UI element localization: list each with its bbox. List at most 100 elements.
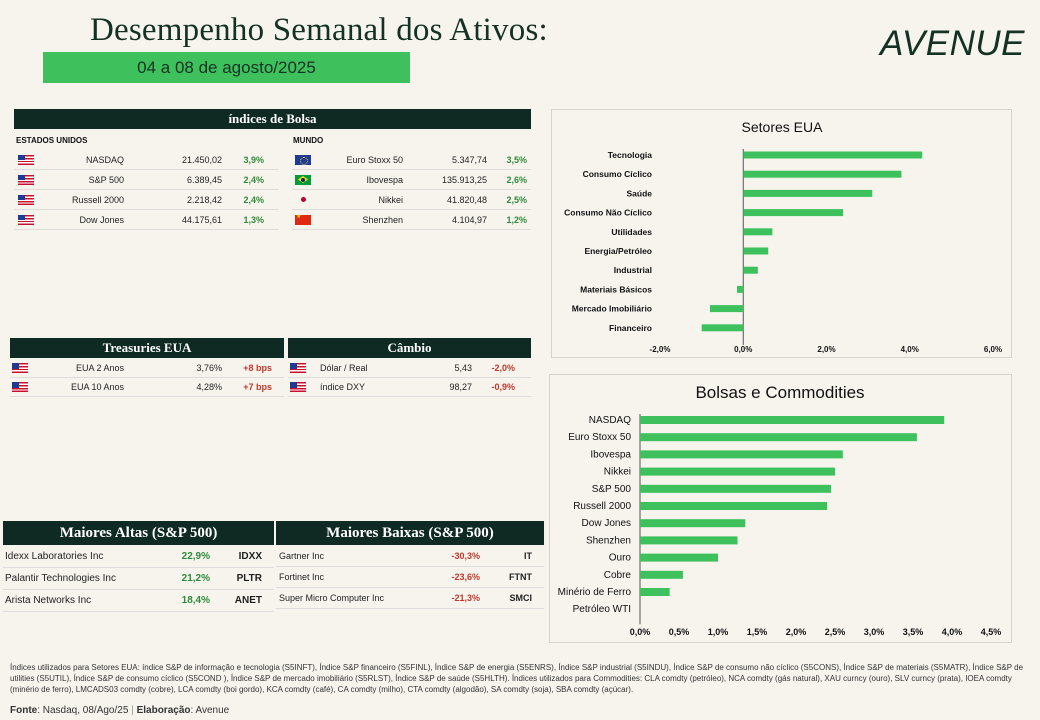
stock-ticker: SMCI	[509, 593, 533, 603]
index-name: Nikkei	[378, 194, 403, 205]
bar	[701, 324, 744, 332]
bar	[640, 502, 828, 510]
category-label: Consumo Não Cíclico	[564, 208, 652, 218]
fx-row: Dólar / Real 5,43 -2,0%	[288, 359, 531, 378]
fx-name: índice DXY	[320, 382, 366, 392]
fx-name: Dólar / Real	[320, 363, 368, 373]
stock-name: Fortinet Inc	[279, 572, 325, 582]
index-value: 4.104,97	[451, 214, 487, 225]
tick-label: 4,0%	[901, 345, 919, 354]
baixas-header: Maiores Baixas (S&P 500)	[276, 521, 544, 545]
top-loser-row: Fortinet Inc -23,6% FTNT	[276, 567, 544, 588]
bar	[743, 228, 773, 236]
index-row: Russell 2000 2.218,42 2,4%	[14, 190, 279, 210]
fx-value: 98,27	[449, 382, 472, 392]
markets-chart-panel: Bolsas e Commodities NASDAQ Euro Stoxx 50 I…	[549, 374, 1012, 643]
index-change: 1,2%	[506, 214, 527, 225]
bar	[640, 570, 683, 579]
tick-label: 1,0%	[708, 627, 729, 637]
category-label: NASDAQ	[589, 415, 631, 426]
tick-label: 2,0%	[786, 627, 807, 637]
tick-label: 1,5%	[747, 627, 768, 637]
bar	[743, 209, 844, 217]
treasury-yield: 3,76%	[196, 363, 222, 373]
fx-change: -0,9%	[491, 382, 515, 392]
stock-change: -30,3%	[451, 551, 480, 561]
bar	[737, 285, 744, 293]
category-label: Materiais Básicos	[580, 284, 652, 294]
index-row: S&P 500 6.389,45 2,4%	[14, 170, 279, 190]
footer-source: Fonte: Nasdaq, 08/Ago/25 | Elaboração: A…	[10, 705, 230, 716]
treasury-name: EUA 10 Anos	[70, 382, 124, 392]
category-label: Industrial	[614, 265, 652, 275]
index-name: Dow Jones	[79, 214, 124, 225]
index-row: Ibovespa 135.913,25 2,6%	[292, 170, 531, 190]
elaboration-label: Elaboração	[136, 705, 191, 716]
stock-ticker: ANET	[234, 595, 262, 606]
altas-header: Maiores Altas (S&P 500)	[3, 521, 274, 545]
index-value: 135.913,25	[441, 174, 487, 185]
category-label: Ouro	[609, 553, 632, 564]
stock-ticker: FTNT	[509, 572, 532, 582]
bar	[743, 189, 873, 197]
index-value: 6.389,45	[186, 174, 222, 185]
tick-label: 0,5%	[669, 627, 690, 637]
index-value: 5.347,74	[451, 154, 487, 165]
bar	[743, 266, 758, 274]
elaboration-value: : Avenue	[190, 705, 230, 716]
index-change: 3,9%	[243, 154, 264, 165]
cambio-header: Câmbio	[288, 338, 531, 358]
index-change: 2,6%	[506, 174, 527, 185]
top-loser-row: Gartner Inc -30,3% IT	[276, 546, 544, 567]
us-section-label: ESTADOS UNIDOS	[16, 136, 88, 145]
source-value: : Nasdaq, 08/Ago/25	[37, 705, 129, 716]
bar	[640, 450, 843, 459]
sectors-chart: Setores EUA Tecnologia Consumo Cíclico Saúd…	[564, 119, 1002, 354]
us-flag-icon	[290, 382, 306, 392]
tick-label: 2,5%	[825, 627, 846, 637]
stock-name: Palantir Technologies Inc	[5, 573, 116, 584]
stock-name: Idexx Laboratories Inc	[5, 551, 104, 562]
category-label: S&P 500	[592, 484, 632, 495]
index-name: Russell 2000	[71, 194, 124, 205]
bar	[640, 519, 746, 528]
bar	[743, 151, 923, 159]
br-flag-icon	[295, 174, 311, 185]
footer-note: Índices utilizados para Setores EUA: índ…	[10, 663, 1024, 694]
stock-ticker: IT	[524, 551, 532, 561]
chart-title: Bolsas e Commodities	[695, 383, 864, 402]
source-label: Fonte	[10, 705, 38, 716]
treasury-row: EUA 10 Anos 4,28% +7 bps	[10, 378, 284, 397]
bar	[640, 536, 738, 545]
tick-label: 4,0%	[942, 627, 963, 637]
category-label: Euro Stoxx 50	[568, 432, 631, 443]
treasury-change: +8 bps	[243, 363, 272, 373]
us-flag-icon	[290, 363, 306, 373]
category-label: Nikkei	[604, 467, 631, 478]
world-section-label: MUNDO	[293, 136, 324, 145]
bar	[640, 416, 945, 424]
tick-label: 2,0%	[817, 345, 835, 354]
stock-change: -23,6%	[451, 572, 480, 582]
treasury-change: +7 bps	[243, 382, 272, 392]
category-label: Petróleo WTI	[573, 604, 631, 615]
date-range-banner: 04 a 08 de agosto/2025	[43, 52, 410, 83]
stock-change: -21,3%	[451, 593, 480, 603]
index-value: 2.218,42	[186, 194, 222, 205]
index-value: 21.450,02	[181, 154, 222, 165]
stock-ticker: PLTR	[236, 573, 262, 584]
category-label: Dow Jones	[582, 518, 631, 529]
index-name: NASDAQ	[85, 154, 124, 165]
us-flag-icon	[18, 214, 34, 225]
tick-label: 6,0%	[984, 345, 1002, 354]
indices-header: índices de Bolsa	[14, 109, 531, 129]
top-loser-row: Super Micro Computer Inc -21,3% SMCI	[276, 588, 544, 609]
index-change: 2,4%	[243, 194, 264, 205]
category-label: Shenzhen	[586, 535, 631, 546]
index-row: Dow Jones 44.175,61 1,3%	[14, 210, 279, 230]
category-label: Saúde	[626, 188, 652, 198]
treasuries-header: Treasuries EUA	[10, 338, 284, 358]
stock-change: 22,9%	[181, 551, 210, 562]
bar	[640, 553, 718, 562]
category-label: Consumo Cíclico	[583, 169, 652, 179]
